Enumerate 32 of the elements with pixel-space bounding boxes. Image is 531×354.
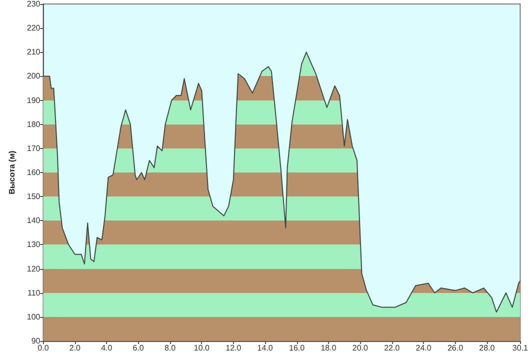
y-tick-label: 220 [26,24,41,33]
y-tick-label: 190 [26,96,41,105]
y-tick-label: 230 [26,0,41,8]
x-tick-label: 10.0 [194,344,210,352]
y-tick-label: 120 [26,264,41,274]
x-tick-label: 18.0 [320,344,337,352]
x-tick-label: 28.0 [479,344,496,352]
y-tick-label: 170 [26,144,41,153]
x-tick-label: 4.0 [101,344,113,352]
y-tick-label: 130 [26,240,41,250]
x-tick-label: 0.0 [38,344,50,352]
y-tick-label: 110 [27,288,41,298]
y-tick-label: 150 [26,192,41,202]
x-tick-label: 12.0 [226,344,242,352]
x-tick-label: 26.0 [447,344,464,352]
y-tick-label: 160 [26,168,41,177]
y-tick-label: 200 [26,72,41,81]
x-tick-label: 24.0 [416,344,432,352]
x-tick-label: 6.0 [132,344,144,352]
x-tick-label: 14.0 [257,344,274,352]
x-tick-label: 2.0 [69,344,82,352]
x-tick-label: 30.1 [512,344,529,352]
y-tick-label: 90 [31,336,41,346]
x-tick-label: 22.0 [384,344,400,352]
x-tick-label: 8.0 [164,344,176,352]
x-tick-label: 16.0 [288,344,306,352]
y-tick-label: 180 [26,120,41,129]
y-tick-label: 210 [26,48,41,57]
x-tick-label: 20.0 [352,344,368,352]
y-tick-label: 100 [26,312,41,322]
y-axis-title: Высота (м) [8,150,16,194]
y-tick-label: 140 [26,216,41,226]
